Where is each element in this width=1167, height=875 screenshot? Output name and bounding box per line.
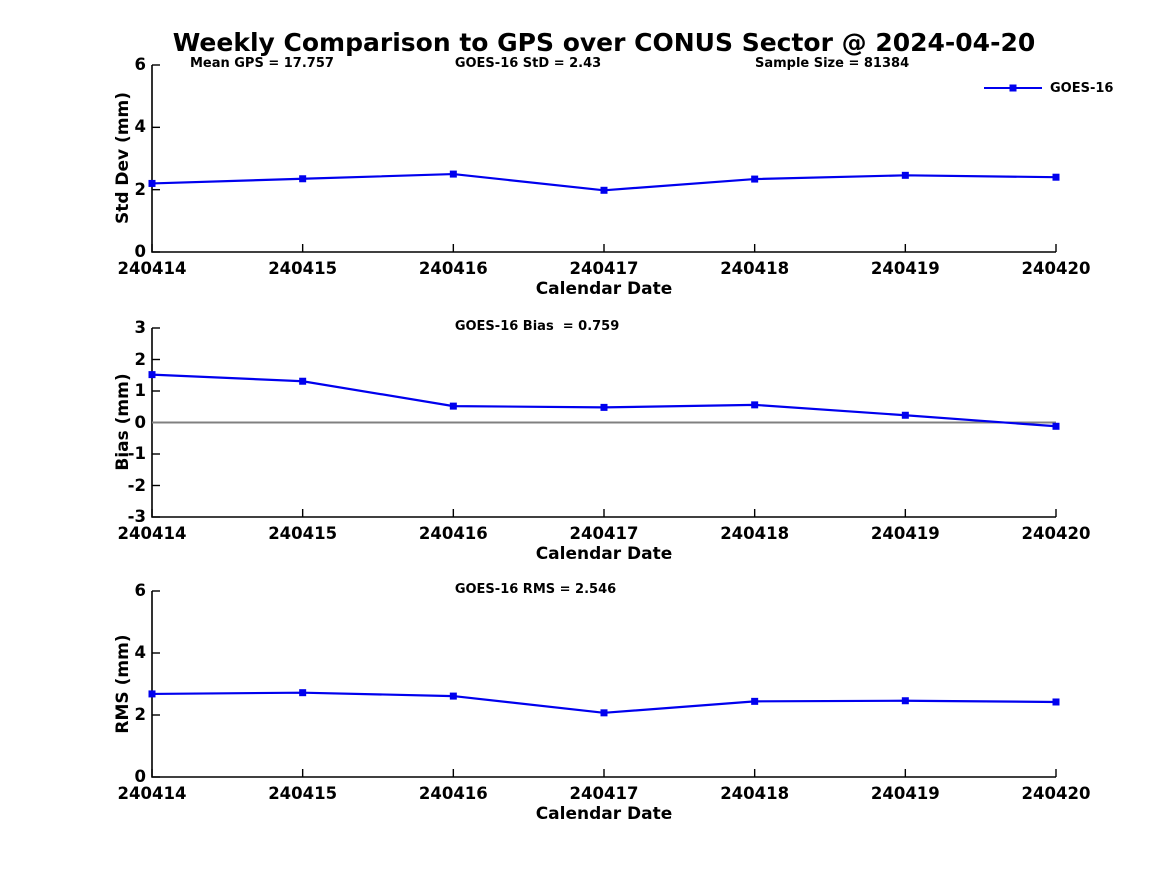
bias-x-axis-label: Calendar Date: [535, 544, 673, 564]
y-tick-label: 6: [134, 55, 146, 74]
x-tick-label: 240419: [870, 524, 940, 543]
y-tick-label: -3: [127, 507, 146, 526]
plot-annotation: Mean GPS = 17.757: [189, 56, 334, 71]
y-tick-label: -1: [127, 444, 146, 463]
y-tick-label: 4: [134, 643, 146, 662]
y-tick-label: 2: [134, 349, 146, 369]
y-tick-label: 2: [134, 705, 146, 724]
x-tick-label: 240415: [268, 524, 338, 543]
figure-title: Weekly Comparison to GPS over CONUS Sect…: [172, 28, 1036, 57]
x-tick-label: 240414: [117, 524, 187, 543]
y-tick-label: -2: [127, 475, 146, 495]
x-tick-label: 240414: [117, 784, 187, 803]
rms-x-axis-label: Calendar Date: [535, 804, 673, 824]
x-tick-label: 240418: [720, 784, 790, 803]
x-tick-label: 240416: [418, 784, 488, 803]
legend-square-marker: [1009, 84, 1017, 92]
y-tick-label: 3: [134, 318, 146, 337]
y-tick-label: 0: [134, 412, 146, 432]
x-tick-label: 240416: [418, 259, 488, 278]
stddev-x-axis-label: Calendar Date: [535, 279, 673, 299]
x-tick-label: 240416: [418, 524, 488, 543]
x-tick-label: 240420: [1021, 524, 1091, 543]
y-tick-label: 4: [134, 117, 146, 137]
y-tick-label: 6: [134, 581, 146, 600]
x-tick-label: 240415: [268, 784, 338, 803]
legend-series-label: GOES-16: [1050, 80, 1114, 96]
x-tick-label: 240418: [720, 524, 790, 543]
legend-line-sample: [984, 84, 1042, 92]
plot-annotation: GOES-16 StD = 2.43: [454, 56, 602, 71]
x-tick-label: 240419: [870, 259, 940, 278]
x-tick-label: 240417: [569, 259, 639, 278]
x-tick-label: 240415: [268, 259, 338, 278]
y-tick-label: 1: [134, 381, 146, 400]
y-tick-label: 0: [134, 242, 146, 261]
x-tick-label: 240420: [1021, 784, 1091, 803]
x-tick-label: 240419: [870, 784, 940, 803]
x-tick-label: 240420: [1021, 259, 1091, 278]
legend: GOES-16: [984, 80, 1113, 96]
plot-annotation: Sample Size = 81384: [754, 56, 910, 71]
plot-annotation: GOES-16 RMS = 2.546: [454, 582, 617, 597]
y-tick-label: 2: [134, 179, 146, 199]
x-tick-label: 240414: [117, 259, 187, 278]
x-tick-label: 240417: [569, 784, 639, 803]
x-tick-label: 240417: [569, 524, 639, 543]
x-tick-label: 240418: [720, 259, 790, 278]
y-tick-label: 0: [134, 767, 146, 786]
plot-annotation: GOES-16 Bias = 0.759: [454, 319, 620, 334]
